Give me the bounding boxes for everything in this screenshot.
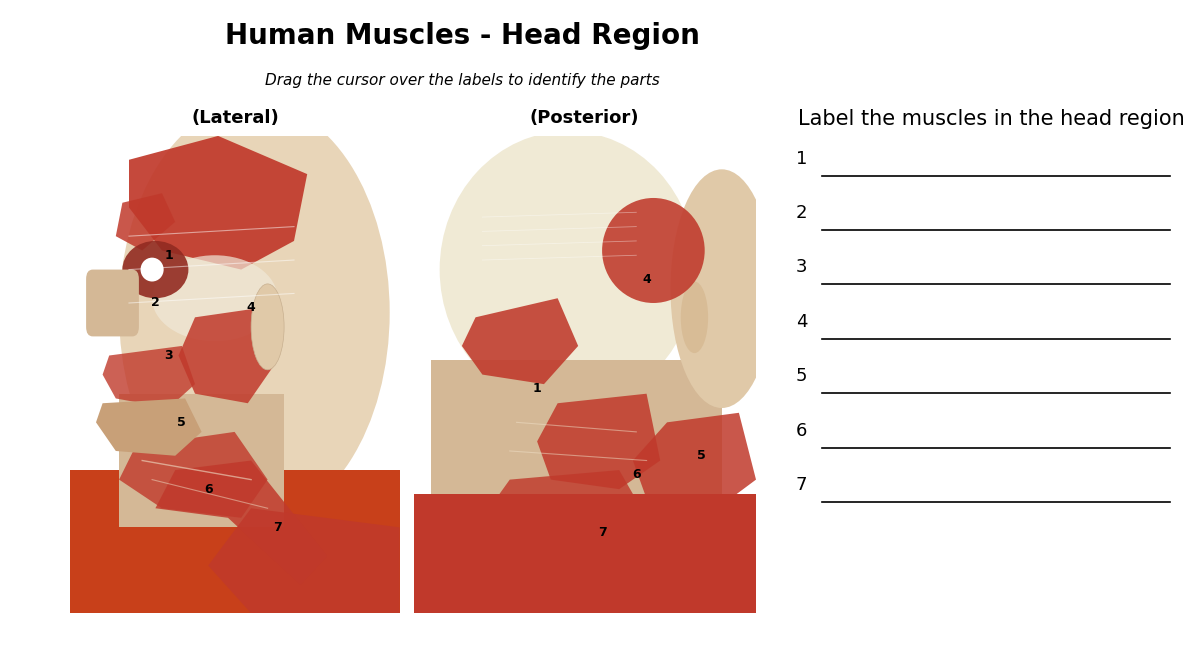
Polygon shape [475,470,660,585]
Ellipse shape [251,284,284,370]
Polygon shape [103,346,194,408]
FancyBboxPatch shape [431,360,722,542]
Ellipse shape [140,258,163,282]
Polygon shape [179,308,274,403]
Text: 4: 4 [642,272,650,286]
Text: Drag the cursor over the labels to identify the parts: Drag the cursor over the labels to ident… [265,74,659,88]
Ellipse shape [152,255,277,341]
Ellipse shape [439,131,696,408]
Text: 3: 3 [164,349,173,362]
Text: 7: 7 [598,526,606,538]
Polygon shape [130,136,307,270]
Polygon shape [156,461,328,585]
Text: 2: 2 [796,204,808,222]
Polygon shape [209,509,400,613]
Text: 1: 1 [164,249,173,262]
FancyBboxPatch shape [119,394,284,527]
Text: 4: 4 [796,313,808,331]
Text: 5: 5 [178,416,186,429]
Text: 6: 6 [796,422,806,440]
Ellipse shape [602,198,704,303]
Text: 2: 2 [151,296,160,310]
FancyBboxPatch shape [86,270,139,336]
FancyBboxPatch shape [414,494,756,613]
Ellipse shape [671,169,773,408]
Text: Label the muscles in the head region: Label the muscles in the head region [798,109,1184,129]
Polygon shape [632,413,756,518]
Text: 5: 5 [697,450,706,462]
Text: 7: 7 [796,476,808,494]
Text: 3: 3 [796,259,808,276]
Text: 6: 6 [632,468,641,481]
Text: 1: 1 [796,150,806,168]
Polygon shape [462,298,578,384]
Text: 7: 7 [274,521,282,534]
Text: 1: 1 [533,383,541,395]
Ellipse shape [122,241,188,298]
FancyBboxPatch shape [70,470,400,613]
Text: Human Muscles - Head Region: Human Muscles - Head Region [224,23,700,50]
Ellipse shape [680,282,708,353]
Polygon shape [119,432,268,518]
Text: (Posterior): (Posterior) [529,109,640,127]
Text: (Lateral): (Lateral) [191,109,280,127]
Ellipse shape [119,103,390,522]
Text: 6: 6 [204,483,212,496]
Polygon shape [538,394,660,489]
Text: 4: 4 [247,301,256,314]
Text: 5: 5 [796,367,808,385]
Polygon shape [96,398,202,455]
Polygon shape [116,193,175,251]
